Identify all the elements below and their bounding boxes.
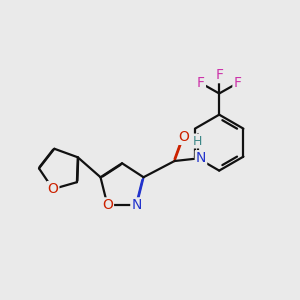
Text: N: N <box>131 198 142 212</box>
Text: F: F <box>197 76 205 90</box>
Text: O: O <box>47 182 58 196</box>
Text: F: F <box>215 68 223 82</box>
Text: F: F <box>233 76 242 90</box>
Text: O: O <box>102 198 113 212</box>
Text: H: H <box>193 134 202 148</box>
Text: O: O <box>178 130 189 144</box>
Text: N: N <box>196 151 206 165</box>
